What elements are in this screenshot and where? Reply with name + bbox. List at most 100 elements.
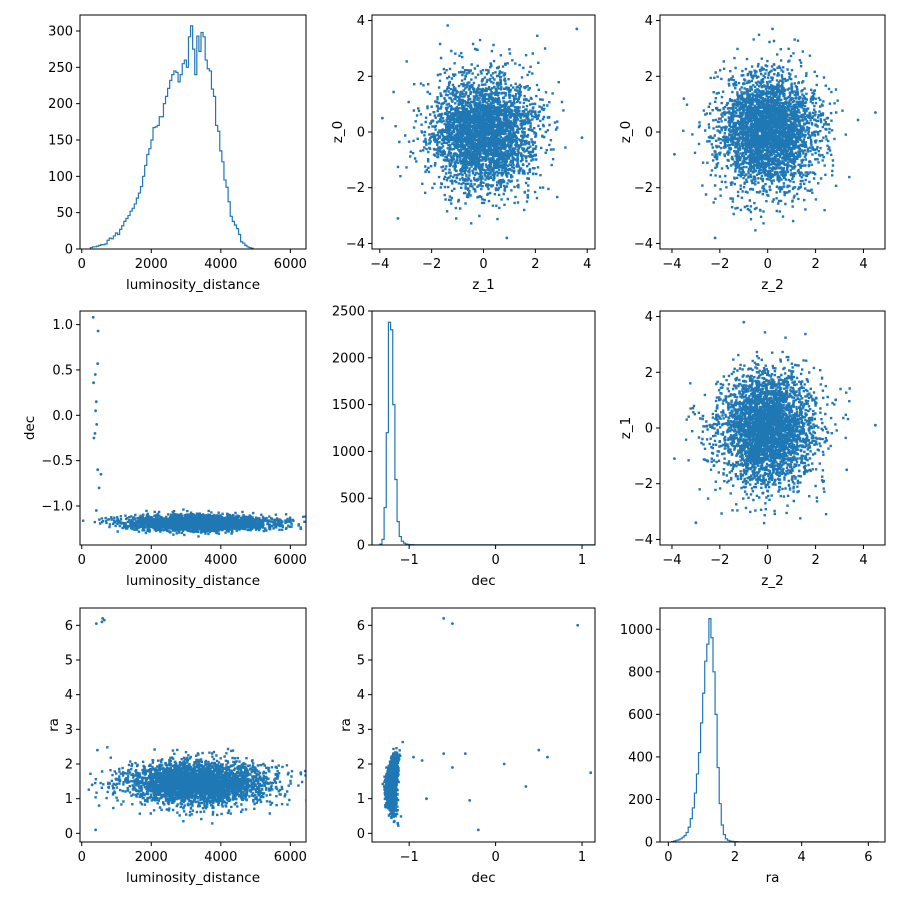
y-tick-label: 0: [645, 126, 653, 141]
scatter-point: [97, 486, 101, 490]
scatter-point: [537, 748, 541, 752]
marks-p20: [87, 617, 306, 832]
scatter-point: [396, 217, 400, 220]
y-tick-label: 5: [65, 654, 73, 669]
scatter-point: [91, 315, 95, 319]
histogram-step-line: [379, 321, 595, 545]
scatter-point: [99, 472, 103, 476]
scatter-point: [94, 409, 97, 413]
scatter-point: [713, 236, 717, 240]
scatter-point: [874, 423, 877, 427]
marks-p12: [673, 320, 877, 525]
y-tick-label: 3: [65, 723, 73, 738]
scatter-point: [425, 797, 428, 801]
scatter-points-cloud: [684, 331, 851, 525]
scatter-point: [90, 783, 94, 787]
x-axis-label: luminosity_distance: [126, 870, 260, 886]
x-tick-label: 6000: [274, 850, 307, 865]
x-tick-label: 1: [578, 553, 586, 568]
x-tick-label: −4: [662, 257, 681, 272]
scatter-points-cloud: [82, 508, 306, 538]
scatter-point: [94, 828, 97, 832]
x-tick-label: 1: [578, 850, 586, 865]
scatter-point: [673, 152, 676, 156]
scatter-point: [546, 755, 549, 759]
panel-p00: 0 2000 4000 6000 0 50 100 150 200 250 300 luminosit…: [48, 14, 307, 293]
y-axis-label: dec: [22, 416, 38, 440]
y-tick-label: 500: [340, 492, 365, 507]
scatter-point: [420, 759, 424, 762]
x-tick-label: 0: [491, 850, 499, 865]
x-axis-label: z_2: [761, 277, 783, 293]
marks-p01: [381, 24, 584, 240]
x-tick-label: −1: [400, 553, 419, 568]
scatter-point: [96, 748, 99, 752]
x-tick-label: 4000: [204, 257, 237, 272]
y-tick-label: 2: [357, 70, 365, 85]
y-axis-label: z_1: [618, 417, 634, 439]
x-axis-label: z_2: [761, 573, 783, 589]
scatter-point: [845, 468, 849, 472]
scatter-point: [96, 362, 100, 365]
y-tick-label: 4: [357, 688, 365, 703]
scatter-point: [299, 771, 303, 775]
x-tick-label: 4: [583, 257, 591, 272]
x-tick-label: 0: [479, 257, 487, 272]
axes-frame: [79, 310, 307, 546]
y-tick-label: −4: [634, 237, 653, 252]
scatter-point: [771, 27, 774, 31]
marks-p21: [381, 617, 593, 832]
scatter-point: [575, 27, 579, 31]
scatter-point: [96, 329, 100, 333]
scatter-point: [468, 799, 472, 802]
y-tick-label: 1000: [332, 445, 365, 460]
scatter-point: [101, 617, 104, 620]
scatter-point: [95, 423, 99, 426]
scatter-point: [94, 622, 98, 625]
x-tick-label: −2: [422, 257, 441, 272]
panel-p21: −1 0 1 0 1 2 3 4 5 6 dec ra: [338, 607, 596, 886]
y-tick-label: 150: [48, 133, 73, 148]
scatter-point: [96, 468, 100, 472]
scatter-points-cloud: [392, 24, 567, 225]
x-tick-label: 0: [764, 257, 772, 272]
x-axis-label: luminosity_distance: [126, 277, 260, 293]
panel-p20: 0 2000 4000 6000 0 1 2 3 4 5 6 luminosity_distance r…: [46, 607, 307, 886]
x-tick-label: 4000: [204, 553, 237, 568]
y-tick-label: 2500: [332, 305, 365, 320]
x-tick-label: 6: [864, 850, 872, 865]
x-tick-label: 2000: [135, 850, 168, 865]
scatter-point: [92, 381, 95, 385]
panel-p02: −4 −2 0 2 4 −4 −2 0 2 4 z_2 z_0: [618, 14, 886, 293]
y-tick-label: 0: [357, 827, 365, 842]
y-tick-label: 3: [357, 723, 365, 738]
x-tick-label: −4: [662, 553, 681, 568]
panel-p22: 0 2 4 6 0 200 400 600 800 1000 ra: [620, 607, 886, 886]
scatter-point: [451, 766, 454, 769]
x-tick-label: 2: [531, 257, 539, 272]
x-tick-label: −1: [400, 850, 419, 865]
scatter-point: [694, 521, 698, 525]
scatter-point: [94, 400, 98, 404]
y-tick-label: −2: [634, 181, 653, 196]
y-tick-label: 4: [357, 14, 365, 29]
scatter-point: [673, 457, 676, 460]
histogram-step-line: [89, 25, 254, 249]
y-tick-label: 600: [628, 708, 653, 723]
y-tick-label: −4: [634, 533, 653, 548]
scatter-point: [93, 432, 97, 435]
scatter-points-cloud: [682, 33, 860, 232]
y-tick-label: 2: [645, 366, 653, 381]
x-tick-label: 4: [859, 553, 867, 568]
y-tick-label: 1: [65, 792, 73, 807]
scatter-point: [92, 436, 96, 440]
y-axis-label: z_0: [618, 121, 634, 143]
scatter-point: [682, 97, 686, 100]
scatter-point: [502, 762, 506, 766]
scatter-point: [289, 518, 292, 521]
y-axis-label: ra: [338, 718, 354, 732]
scatter-point: [742, 320, 746, 324]
scatter-point: [505, 236, 509, 240]
scatter-point: [524, 785, 528, 788]
